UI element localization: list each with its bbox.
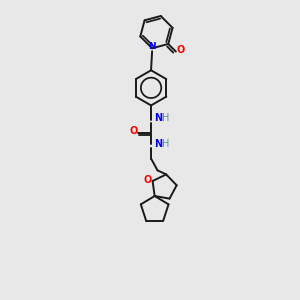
Text: O: O <box>129 126 138 136</box>
Text: N: N <box>154 113 163 123</box>
Text: H: H <box>162 139 170 148</box>
Text: H: H <box>162 113 170 123</box>
Text: O: O <box>176 46 185 56</box>
Text: O: O <box>143 175 151 185</box>
Text: N: N <box>154 139 163 148</box>
Text: N: N <box>148 42 156 51</box>
